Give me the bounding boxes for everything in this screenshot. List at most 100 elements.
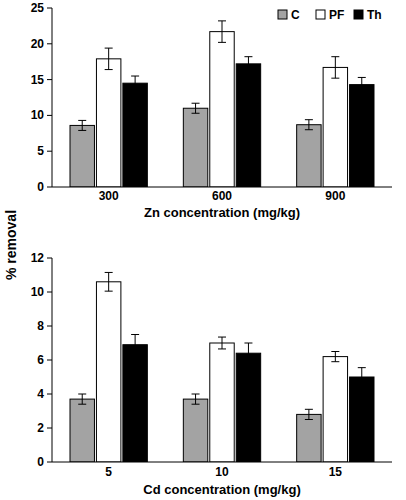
error-bar: [131, 76, 139, 90]
error-cap: [192, 103, 200, 104]
error-cap: [105, 69, 113, 70]
bar: [323, 357, 347, 462]
error-cap: [218, 20, 226, 21]
legend-label: PF: [329, 8, 344, 22]
error-cap: [192, 404, 200, 405]
bar: [210, 343, 234, 462]
y-tick-label: 4: [37, 387, 44, 401]
error-cap: [358, 386, 366, 387]
error-bar: [358, 368, 366, 387]
error-cap: [358, 77, 366, 78]
y-tick: [47, 43, 52, 44]
error-cap: [218, 337, 226, 338]
error-stem: [108, 272, 109, 291]
y-axis: [52, 8, 53, 187]
x-tick-label: 900: [325, 189, 345, 203]
x-tick-label: 10: [215, 465, 229, 479]
y-tick-label: 2: [37, 421, 44, 435]
bar: [350, 377, 374, 462]
error-cap: [131, 334, 139, 335]
y-tick: [47, 428, 52, 429]
error-stem: [248, 57, 249, 71]
x-tick-label: 15: [329, 465, 343, 479]
bar: [350, 85, 374, 187]
y-tick-label: 25: [31, 1, 45, 15]
error-cap: [331, 56, 339, 57]
error-cap: [331, 78, 339, 79]
x-tick-label: 300: [99, 189, 119, 203]
y-tick: [47, 187, 52, 188]
error-cap: [131, 354, 139, 355]
error-stem: [82, 120, 83, 130]
error-stem: [222, 337, 223, 349]
error-bar: [244, 57, 252, 71]
bars: [70, 272, 374, 462]
error-cap: [105, 272, 113, 273]
error-bar: [218, 337, 226, 349]
error-cap: [331, 351, 339, 352]
legend-swatch: [354, 10, 363, 19]
y-tick-label: 10: [31, 108, 45, 122]
y-tick: [47, 79, 52, 80]
bar: [236, 64, 260, 187]
error-bar: [305, 120, 313, 130]
error-bar: [218, 21, 226, 42]
y-tick: [47, 115, 52, 116]
error-cap: [305, 119, 313, 120]
y-tick: [47, 326, 52, 327]
bar: [96, 59, 120, 187]
x-axis-label: Cd concentration (mg/kg): [143, 482, 300, 497]
error-stem: [335, 352, 336, 362]
error-stem: [195, 103, 196, 113]
x-axis: [52, 187, 392, 188]
y-tick: [47, 8, 52, 9]
error-bar: [331, 352, 339, 362]
error-stem: [335, 57, 336, 78]
y-tick: [47, 394, 52, 395]
error-cap: [244, 343, 252, 344]
error-cap: [192, 394, 200, 395]
error-stem: [195, 394, 196, 404]
error-cap: [305, 129, 313, 130]
error-cap: [105, 48, 113, 49]
legend: CPFTh: [278, 8, 382, 22]
error-bar: [244, 343, 252, 363]
error-stem: [361, 77, 362, 91]
error-stem: [108, 48, 109, 69]
panel: 02468101251015Cd concentration (mg/kg): [31, 251, 392, 497]
error-cap: [78, 404, 86, 405]
legend-swatch: [316, 10, 325, 19]
error-stem: [135, 76, 136, 90]
error-bar: [78, 120, 86, 130]
error-cap: [78, 130, 86, 131]
bar: [123, 83, 147, 187]
bar: [183, 108, 207, 187]
y-axis-label: % removal: [3, 210, 19, 280]
error-cap: [131, 90, 139, 91]
error-cap: [244, 56, 252, 57]
error-cap: [105, 291, 113, 292]
error-bar: [358, 77, 366, 91]
bar: [297, 125, 321, 187]
bar: [297, 414, 321, 462]
y-tick-label: 6: [37, 353, 44, 367]
y-tick-label: 8: [37, 319, 44, 333]
y-tick: [47, 151, 52, 152]
error-cap: [192, 113, 200, 114]
bar: [236, 353, 260, 462]
error-cap: [131, 76, 139, 77]
y-tick: [47, 258, 52, 259]
x-tick-label: 5: [105, 465, 112, 479]
error-bar: [78, 394, 86, 404]
error-cap: [358, 367, 366, 368]
bar: [323, 67, 347, 187]
error-cap: [358, 91, 366, 92]
y-axis: [52, 258, 53, 462]
legend-label: Th: [367, 8, 382, 22]
error-stem: [308, 409, 309, 419]
bar: [96, 282, 120, 462]
error-cap: [244, 363, 252, 364]
error-bar: [105, 272, 113, 291]
bar: [183, 399, 207, 462]
y-tick: [47, 462, 52, 463]
